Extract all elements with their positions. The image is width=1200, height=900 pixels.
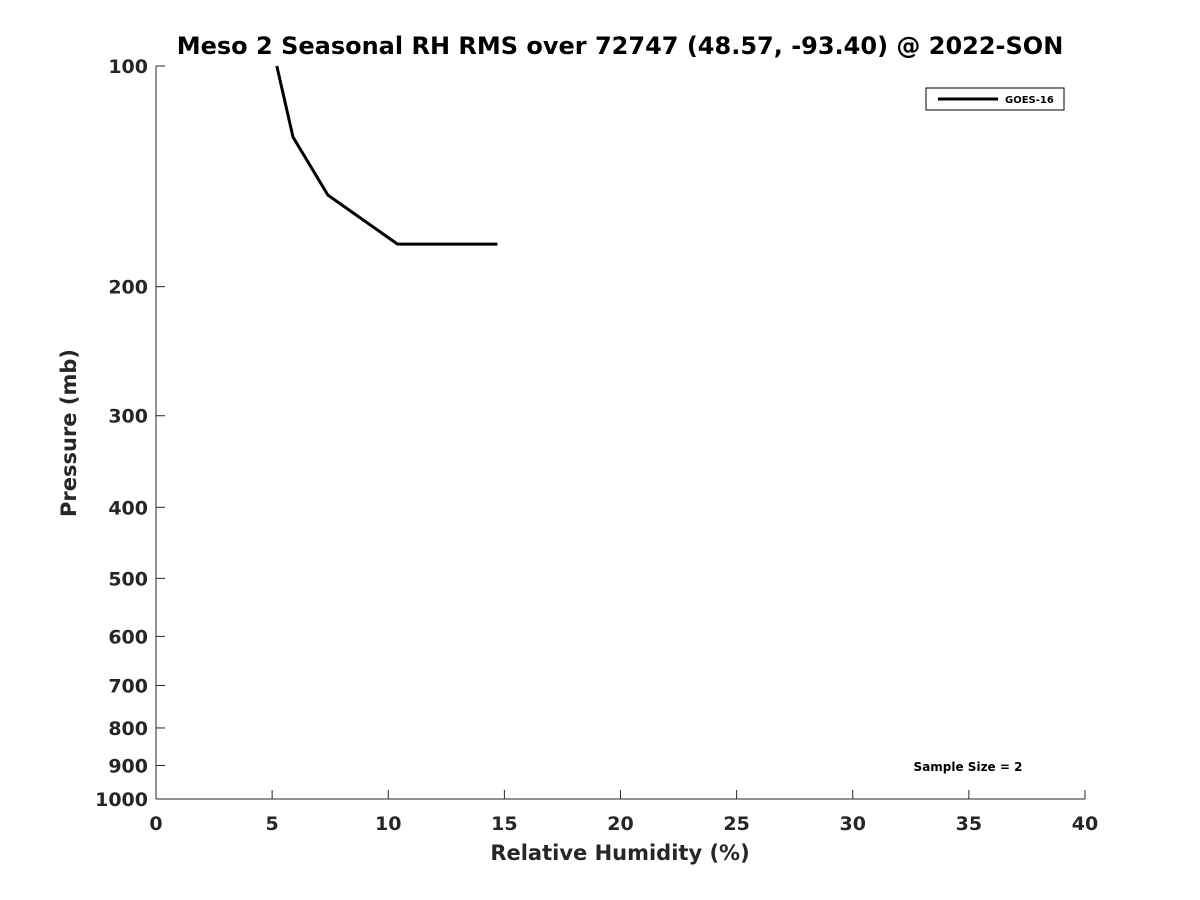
y-tick-label: 800: [108, 718, 148, 740]
y-ticks: 100 200 300 400 500 600 700 800 900 1000: [95, 56, 165, 811]
y-tick-label: 900: [108, 755, 148, 777]
x-axis-label: Relative Humidity (%): [490, 841, 749, 865]
series-line-goes-16: [275, 65, 498, 246]
plot-area: 0 5 10 15 20 25 30 35 40 100 200 300 400 500 600 700 80…: [95, 56, 1098, 835]
y-tick-label: 1000: [95, 789, 148, 811]
y-tick-label: 700: [108, 675, 148, 697]
x-tick-label: 20: [607, 813, 633, 835]
x-tick-label: 0: [149, 813, 162, 835]
x-tick-label: 5: [266, 813, 279, 835]
y-tick-label: 500: [108, 568, 148, 590]
y-tick-label: 200: [108, 277, 148, 299]
x-tick-label: 30: [840, 813, 866, 835]
y-tick-label: 400: [108, 497, 148, 519]
sample-size-annotation: Sample Size = 2: [914, 760, 1023, 774]
legend: GOES-16: [925, 87, 1065, 111]
x-tick-label: 10: [375, 813, 401, 835]
y-tick-label: 600: [108, 626, 148, 648]
y-tick-label: 100: [108, 56, 148, 78]
y-tick-label: 300: [108, 406, 148, 428]
series-layer: [275, 65, 498, 246]
x-tick-label: 40: [1072, 813, 1098, 835]
x-tick-label: 15: [491, 813, 517, 835]
chart-title: Meso 2 Seasonal RH RMS over 72747 (48.57…: [177, 32, 1064, 60]
x-ticks: 0 5 10 15 20 25 30 35 40: [149, 790, 1098, 835]
y-axis-label: Pressure (mb): [57, 349, 81, 517]
x-tick-label: 25: [723, 813, 749, 835]
legend-label-goes-16: GOES-16: [1005, 95, 1054, 106]
x-tick-label: 35: [956, 813, 982, 835]
